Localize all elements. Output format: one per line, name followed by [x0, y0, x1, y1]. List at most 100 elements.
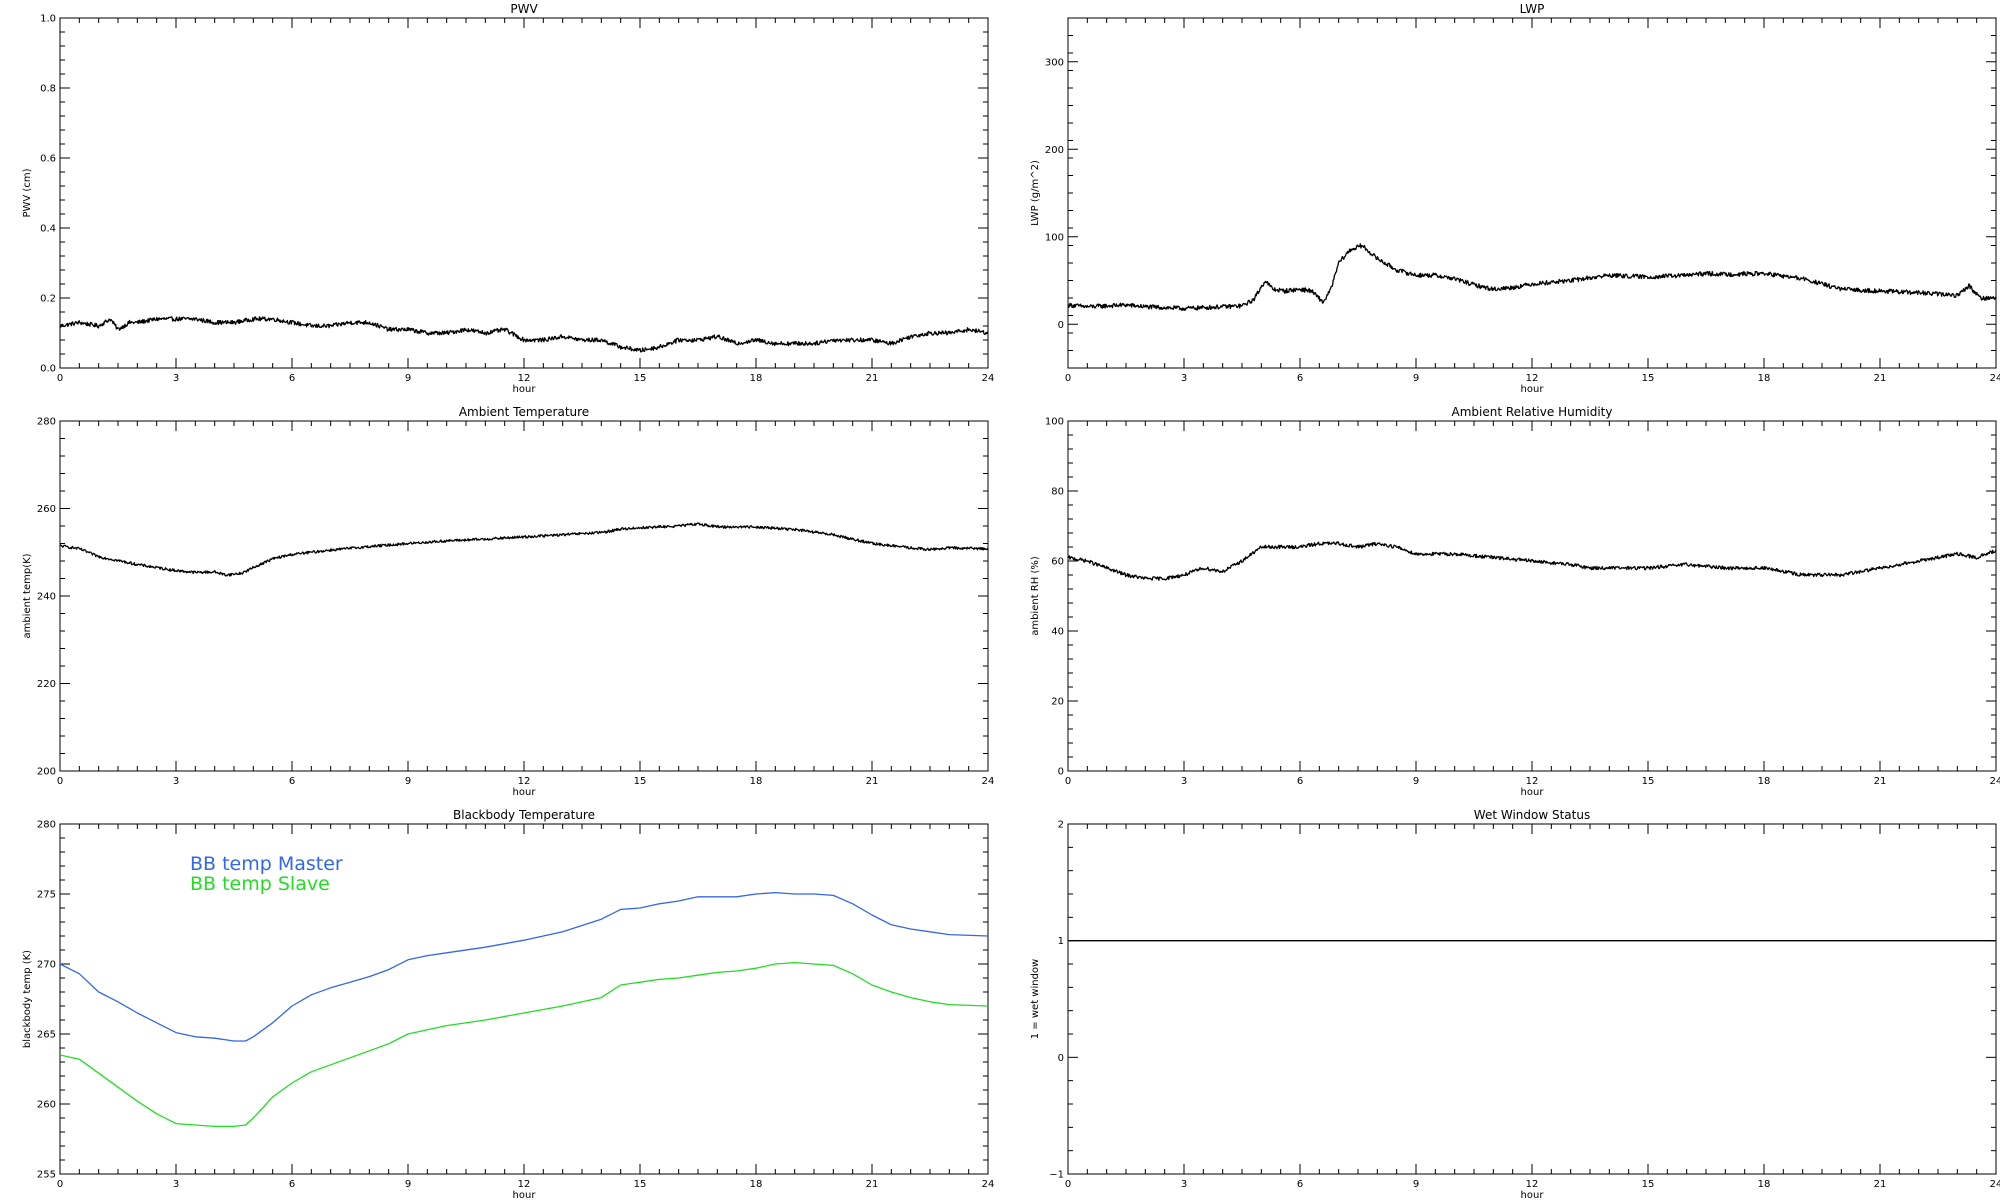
x-tick-label: 3 [1181, 776, 1187, 787]
x-tick-label: 9 [405, 776, 411, 787]
x-tick-label: 9 [1413, 373, 1419, 384]
y-tick-label: 40 [1051, 627, 1064, 638]
y-tick-label: 260 [37, 504, 56, 515]
y-tick-label: 100 [1045, 232, 1064, 243]
y-tick-label: 1.0 [40, 14, 56, 25]
y-tick-label: 60 [1051, 557, 1064, 568]
y-tick-label: 1 [1058, 936, 1064, 947]
x-axis-label: hour [513, 787, 537, 798]
x-tick-label: 15 [1642, 373, 1655, 384]
x-tick-label: 24 [982, 1179, 995, 1190]
y-tick-label: 270 [37, 960, 56, 971]
chart-panel-4: Ambient Relative Humidity 0 3 6 9 12 15 18 21 24 0… [1030, 405, 2000, 798]
y-tick-label: 80 [1051, 487, 1064, 498]
x-tick-label: 6 [1297, 776, 1303, 787]
plot-frame [1067, 823, 1997, 1175]
x-tick-label: 21 [866, 373, 879, 384]
chart-panel-3: Ambient Temperature 0 3 6 9 12 15 18 21 24 200 220 2… [22, 405, 994, 798]
legend-entry-2: BB temp Slave [190, 873, 330, 895]
x-tick-label: 24 [982, 776, 995, 787]
x-tick-label: 12 [518, 373, 531, 384]
x-tick-label: 12 [518, 776, 531, 787]
y-tick-label: 200 [37, 767, 56, 778]
plot-frame [1067, 17, 1997, 369]
x-tick-label: 18 [1758, 1179, 1771, 1190]
chart-title: LWP [1520, 2, 1545, 16]
x-tick-label: 15 [634, 373, 647, 384]
y-axis-label: ambient RH (%) [1030, 556, 1041, 636]
series-line-2 [60, 961, 988, 1128]
chart-title: Ambient Relative Humidity [1452, 405, 1613, 419]
series-line-1 [60, 316, 988, 353]
x-tick-label: 21 [1874, 1179, 1887, 1190]
series-line-1 [60, 522, 988, 577]
chart-panel-2: LWP 0 3 6 9 12 15 18 21 24 0 100 200 300 hour LWP (g/m^… [1030, 2, 2000, 395]
x-tick-label: 24 [1990, 1179, 2000, 1190]
chart-panel-5: Blackbody Temperature 0 3 6 9 12 15 18 21 24 255 26… [22, 808, 994, 1200]
plot-frame [1067, 420, 1997, 772]
x-tick-label: 3 [173, 1179, 179, 1190]
x-tick-label: 0 [57, 776, 63, 787]
chart-title: PWV [510, 2, 538, 16]
x-tick-label: 0 [57, 1179, 63, 1190]
x-axis-label: hour [1521, 1190, 1545, 1200]
x-tick-label: 3 [173, 373, 179, 384]
chart-title: Blackbody Temperature [453, 808, 595, 822]
x-tick-label: 18 [750, 373, 763, 384]
x-tick-label: 9 [405, 1179, 411, 1190]
y-tick-label: 280 [37, 417, 56, 428]
x-tick-label: 9 [1413, 1179, 1419, 1190]
y-tick-label: 0.0 [40, 364, 56, 375]
y-tick-label: 200 [1045, 145, 1064, 156]
y-tick-label: 240 [37, 592, 56, 603]
series-line-1 [60, 891, 988, 1042]
chart-title: Wet Window Status [1474, 808, 1590, 822]
x-tick-label: 24 [1990, 373, 2000, 384]
x-tick-label: 15 [1642, 776, 1655, 787]
y-tick-label: 0.4 [40, 224, 56, 235]
x-tick-label: 12 [1526, 1179, 1539, 1190]
x-tick-label: 21 [866, 1179, 879, 1190]
x-tick-label: 21 [1874, 776, 1887, 787]
x-axis-label: hour [513, 1190, 537, 1200]
y-axis-label: 1 = wet window [1030, 959, 1041, 1039]
x-tick-label: 3 [1181, 1179, 1187, 1190]
y-tick-label: 260 [37, 1100, 56, 1111]
y-tick-label: 0 [1058, 1053, 1064, 1064]
x-axis-label: hour [1521, 787, 1545, 798]
y-tick-label: 0.8 [40, 84, 56, 95]
x-tick-label: 6 [289, 373, 295, 384]
y-tick-label: 300 [1045, 57, 1064, 68]
chart-title: Ambient Temperature [459, 405, 589, 419]
y-tick-label: 100 [1045, 417, 1064, 428]
x-tick-label: 12 [1526, 373, 1539, 384]
x-tick-label: 9 [405, 373, 411, 384]
x-tick-label: 0 [1065, 1179, 1071, 1190]
y-tick-label: 0 [1058, 320, 1064, 331]
legend-entry-1: BB temp Master [190, 853, 343, 875]
x-tick-label: 15 [1642, 1179, 1655, 1190]
chart-panel-1: PWV 0 3 6 9 12 15 18 21 24 0.0 0.2 0.4 0.6 0.8 1.0 hour P… [22, 2, 994, 395]
x-tick-label: 18 [1758, 776, 1771, 787]
x-tick-label: 15 [634, 1179, 647, 1190]
y-tick-label: 0.6 [40, 154, 56, 165]
y-tick-label: 2 [1058, 820, 1064, 831]
y-tick-label: 280 [37, 820, 56, 831]
x-tick-label: 24 [982, 373, 995, 384]
x-tick-label: 0 [1065, 776, 1071, 787]
y-axis-label: blackbody temp (K) [22, 950, 33, 1048]
x-tick-label: 3 [173, 776, 179, 787]
y-tick-label: 20 [1051, 697, 1064, 708]
y-tick-label: 275 [37, 890, 56, 901]
x-tick-label: 18 [1758, 373, 1771, 384]
x-tick-label: 0 [1065, 373, 1071, 384]
plot-frame [59, 17, 989, 369]
y-axis-label: ambient temp(K) [22, 553, 33, 638]
x-axis-label: hour [1521, 384, 1545, 395]
x-tick-label: 6 [1297, 1179, 1303, 1190]
y-tick-label: 0 [1058, 767, 1064, 778]
series-line-1 [1068, 243, 1996, 312]
plot-frame [59, 420, 989, 772]
